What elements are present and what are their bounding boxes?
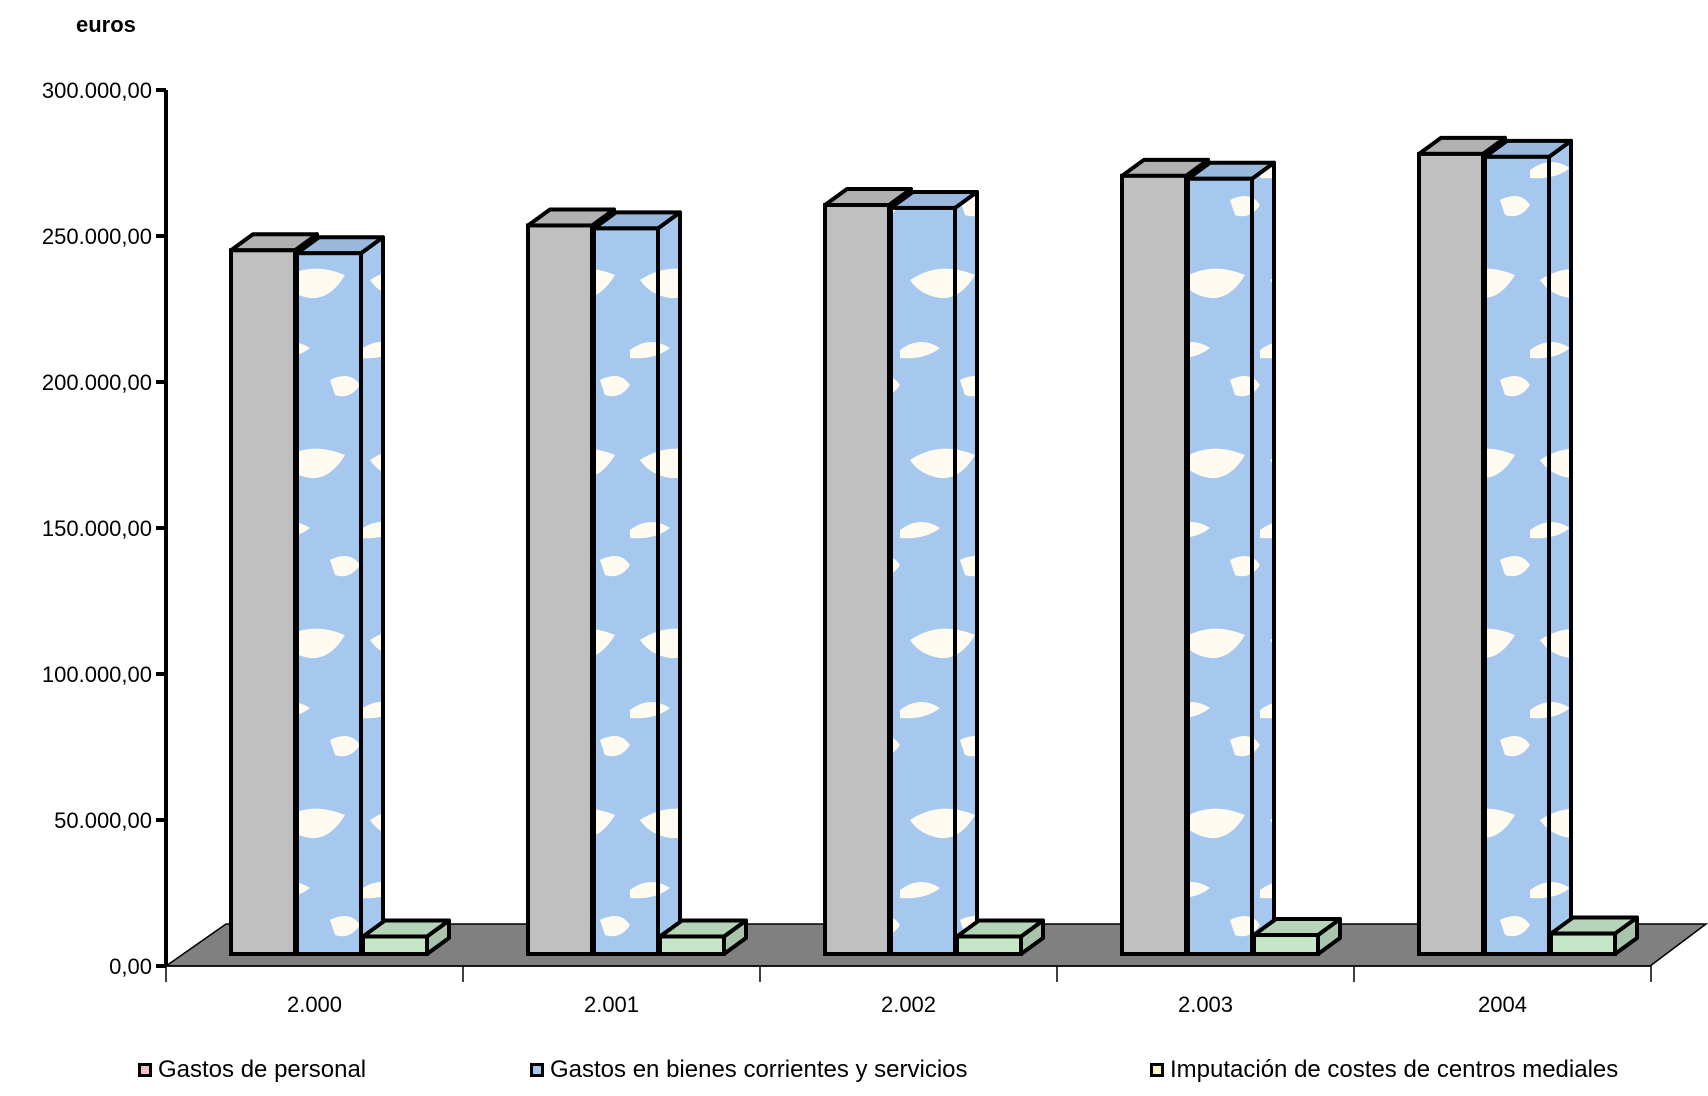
legend-label-imputacion-costes: Imputación de costes de centros mediales xyxy=(1170,1056,1619,1083)
bar-side xyxy=(953,189,979,956)
legend-item-imputacion-costes: Imputación de costes de centros mediales xyxy=(1150,1052,1618,1088)
chart-label-layer: 0,00 50.000,00 100.000,00 150.000,00 200.000… xyxy=(42,78,1527,1017)
bar-side xyxy=(359,235,385,956)
x-tick-label: 2.000 xyxy=(287,992,342,1017)
chart-axis-layer xyxy=(156,88,1652,982)
x-tick-label: 2004 xyxy=(1478,992,1527,1017)
bar-front xyxy=(1120,173,1188,956)
bar-gastos-bienes xyxy=(1186,160,1276,957)
bar-front xyxy=(1483,154,1551,956)
legend-swatch-gastos-personal xyxy=(138,1063,152,1077)
y-tick-label: 250.000,00 xyxy=(42,224,152,249)
y-axis-unit-label: euros xyxy=(76,12,136,37)
y-tick-label: 50.000,00 xyxy=(54,808,152,833)
bar-imputacion-costes xyxy=(361,918,451,956)
y-tick-label: 100.000,00 xyxy=(42,662,152,687)
bar-front xyxy=(229,248,297,956)
bar-gastos-bienes xyxy=(592,210,682,956)
y-tick-label: 300.000,00 xyxy=(42,78,152,103)
chart-bars-layer xyxy=(229,135,1639,957)
chart-legend: Gastos de personal Gastos en bienes corr… xyxy=(0,1052,1708,1088)
legend-label-gastos-bienes: Gastos en bienes corrientes y servicios xyxy=(550,1056,968,1083)
x-tick-label: 2.001 xyxy=(584,992,639,1017)
bar-side xyxy=(656,210,682,956)
bar-front xyxy=(592,226,660,956)
y-tick-label: 150.000,00 xyxy=(42,516,152,541)
legend-label-gastos-personal: Gastos de personal xyxy=(158,1056,367,1083)
x-tick-label: 2.003 xyxy=(1178,992,1233,1017)
bar-front xyxy=(526,223,594,956)
legend-item-gastos-personal: Gastos de personal xyxy=(138,1052,366,1088)
bar-front xyxy=(1186,176,1254,957)
bar-gastos-bienes xyxy=(295,235,385,956)
bar-front xyxy=(1417,151,1485,957)
bar-front xyxy=(295,251,363,956)
bar-imputacion-costes xyxy=(1549,915,1639,956)
bar-gastos-bienes xyxy=(889,189,979,956)
legend-item-gastos-bienes: Gastos en bienes corrientes y servicios xyxy=(530,1052,968,1088)
bar-front xyxy=(658,934,726,956)
bar-front xyxy=(823,203,891,956)
bar-front xyxy=(1252,933,1320,957)
bar-gastos-bienes xyxy=(1483,138,1573,956)
legend-swatch-gastos-bienes xyxy=(530,1063,544,1077)
x-tick-label: 2.002 xyxy=(881,992,936,1017)
bar-front xyxy=(889,205,957,956)
y-tick-label: 0,00 xyxy=(109,954,152,979)
bar-imputacion-costes xyxy=(658,918,748,956)
bar-imputacion-costes xyxy=(1252,917,1342,957)
bar-front xyxy=(1549,931,1617,956)
legend-swatch-imputacion-costes xyxy=(1150,1063,1164,1077)
bar-imputacion-costes xyxy=(955,918,1045,956)
y-tick-label: 200.000,00 xyxy=(42,370,152,395)
bar-side xyxy=(1250,160,1276,956)
bar-front xyxy=(955,934,1023,956)
bar-side xyxy=(1547,138,1573,956)
bar-front xyxy=(361,934,429,956)
